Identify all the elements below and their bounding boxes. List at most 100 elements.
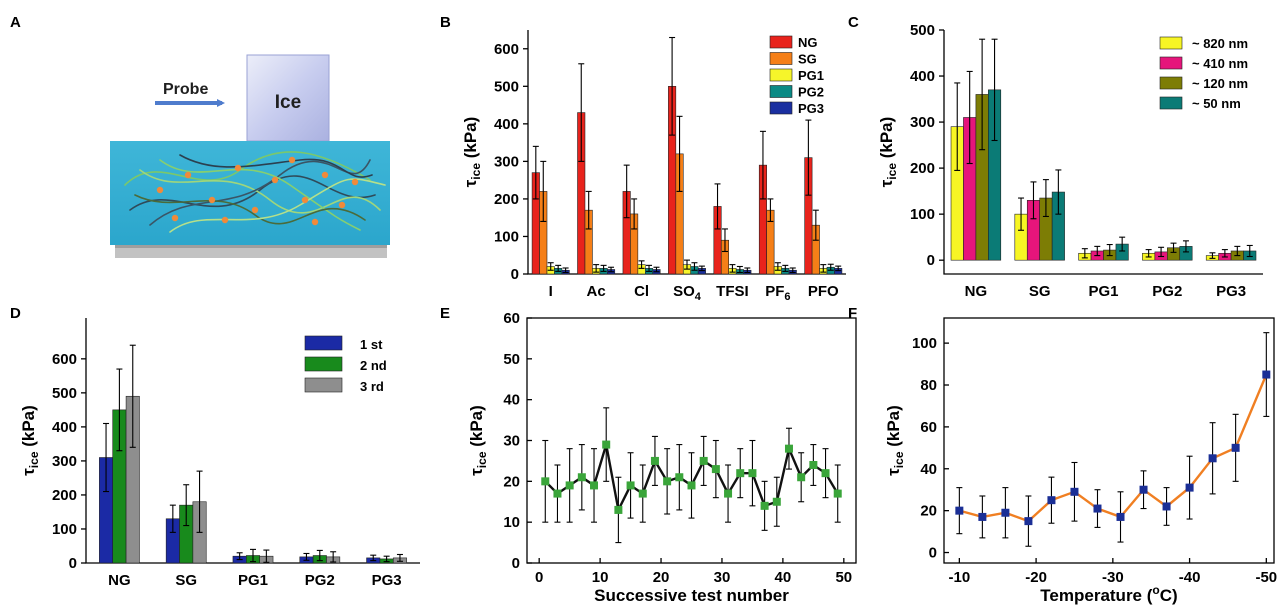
chart-d: 0 100 200 300 400 500 600 NG SG PG1 PG2 PG3 1 st 2 nd… [19, 318, 420, 589]
chart-f-data-point [1139, 485, 1148, 494]
chart-d-category-label: PG2 [305, 572, 335, 589]
chart-b-ytick-label: 100 [494, 228, 519, 245]
chart-f-ylabel-main: τ [884, 468, 903, 476]
chart-b-axes [527, 30, 846, 275]
chart-b-ytick-label: 400 [494, 116, 519, 133]
chart-c-ytick-label: 100 [910, 206, 935, 223]
chart-f-data-point [1208, 454, 1217, 463]
chart-b-legend-swatch [769, 85, 793, 98]
chart-c: 0 100 200 300 400 500 NG SG PG1 PG2 PG3 ~ 820 nm ~ 4… [877, 22, 1263, 300]
chart-b-category-label: SO4 [673, 283, 702, 303]
chart-b-category-label: Ac [587, 283, 606, 300]
chart-e-ytick-label: 50 [503, 351, 520, 368]
chart-d-legend-label: 1 st [360, 337, 383, 352]
chart-d-ytick-label: 300 [52, 453, 77, 470]
panel-letter-f: F [848, 305, 857, 322]
chart-e-xtick-label: 40 [775, 569, 792, 586]
chart-f-data-point [1262, 370, 1271, 379]
chart-e-frame [526, 317, 857, 564]
chart-e-ytick-label: 10 [503, 514, 520, 531]
chart-e-data-point [650, 456, 659, 465]
panel-a: A Ice Probe [10, 14, 390, 258]
chart-c-category-label: PG1 [1088, 283, 1118, 300]
chart-d-ylabel: τice (kPa) [19, 405, 41, 476]
chart-d-category-label: PG3 [372, 572, 402, 589]
chart-f-xlabel: Temperature (oC) [1040, 583, 1177, 605]
chart-f-xtick-label: -30 [1102, 569, 1124, 586]
chart-d-category-label: SG [175, 572, 197, 589]
crosslink-nodes [156, 156, 359, 226]
chart-d-ytick-label: 0 [69, 555, 77, 572]
chart-c-category-label: PG2 [1152, 283, 1182, 300]
chart-f-ytick-label: 20 [920, 503, 937, 520]
chart-e-ytick-label: 0 [512, 555, 520, 572]
chart-e-data-point [772, 497, 781, 506]
chart-f-data-point [1001, 508, 1010, 517]
chart-d-ytick-label: 400 [52, 419, 77, 436]
chart-d-ylabel-main: τ [19, 468, 38, 476]
polymer-network [124, 151, 386, 233]
chart-f-ylabel: τice (kPa) [884, 405, 906, 476]
chart-c-ylabel: τice (kPa) [877, 117, 899, 188]
chart-e-data-point [760, 501, 769, 510]
chart-e-ylabel-sub: ice [475, 451, 489, 468]
chart-e-data-point [638, 489, 647, 498]
chart-f-xtick-label: -10 [949, 569, 971, 586]
chart-f-xtick-label: -20 [1025, 569, 1047, 586]
chart-b-ylabel: τice (kPa) [461, 117, 483, 188]
chart-b-ytick-label: 200 [494, 191, 519, 208]
chart-f-xtick-label: -50 [1255, 569, 1277, 586]
chart-b-category-label: PFO [808, 283, 839, 300]
chart-b-category-main: I [549, 283, 553, 300]
chart-c-ylabel-main: τ [877, 179, 896, 187]
chart-e-data-point [833, 489, 842, 498]
chart-b-ytick-label: 300 [494, 153, 519, 170]
panel-letter-a: A [10, 14, 21, 31]
panel-letter-e: E [440, 305, 450, 322]
chart-d-legend-swatch [304, 335, 343, 351]
chart-c-ytick-label: 500 [910, 22, 935, 39]
chart-e-data-point [626, 481, 635, 490]
chart-e-data-point [821, 469, 830, 478]
chart-b-category-main: Cl [634, 283, 649, 300]
chart-f-ytick-label: 60 [920, 419, 937, 436]
chart-d-category-label: NG [108, 572, 131, 589]
chart-e-data-point [809, 461, 818, 469]
chart-b-category-label: Cl [634, 283, 649, 300]
chart-c-legend-label: ~ 820 nm [1192, 36, 1248, 51]
chart-b-legend-swatch [769, 101, 793, 115]
chart-b-category-label: PF6 [765, 283, 790, 303]
chart-e-data-point [590, 481, 599, 490]
panel-letter-b: B [440, 14, 451, 31]
chart-e-data-point [541, 477, 550, 486]
chart-f-ytick-label: 0 [929, 545, 937, 562]
chart-e-data-point [711, 465, 720, 474]
chart-b-ytick-label: 500 [494, 78, 519, 95]
chart-f-data-point [1070, 487, 1079, 496]
chart-d-legend-swatch [304, 356, 343, 372]
chart-e-ylabel-unit: (kPa) [467, 405, 486, 451]
probe-label: Probe [163, 81, 208, 98]
chart-c-category-label: NG [965, 283, 988, 300]
chart-f-data-point [1162, 502, 1171, 511]
chart-f: 0 20 40 60 80 100 -10 -20 -30 -40 -50 Temperature (… [884, 317, 1277, 605]
chart-e-xtick-label: 0 [535, 569, 543, 586]
chart-e-xtick-label: 50 [835, 569, 852, 586]
chart-f-xlabel-main: Temperature ( [1040, 586, 1152, 605]
chart-b-legend-swatch [769, 52, 793, 65]
chart-f-data-point [955, 506, 964, 515]
chart-b-legend-label: SG [798, 52, 817, 67]
chart-f-xlabel-tail: C) [1160, 586, 1178, 605]
chart-d-category-label: PG1 [238, 572, 268, 589]
chart-c-ylabel-unit: (kPa) [877, 117, 896, 163]
chart-b-legend-label: PG3 [798, 101, 824, 116]
chart-b-ytick-label: 600 [494, 41, 519, 58]
chart-f-data-point [1231, 443, 1240, 452]
chart-c-category-label: SG [1029, 283, 1051, 300]
chart-f-data-point [978, 512, 987, 521]
chart-c-ytick-label: 400 [910, 68, 935, 85]
chart-e-data-point [784, 444, 793, 453]
chart-f-data-point [1093, 504, 1102, 513]
chart-f-ytick-label: 40 [920, 461, 937, 478]
